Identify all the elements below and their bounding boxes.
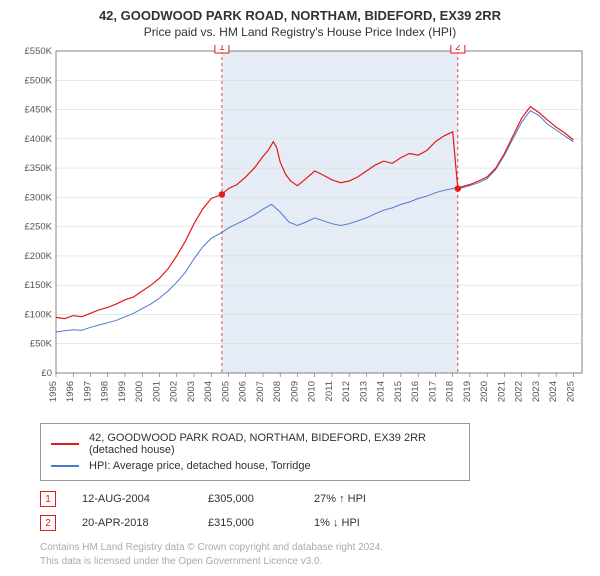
sale-date: 20-APR-2018 — [82, 517, 182, 529]
svg-text:£100K: £100K — [25, 309, 53, 320]
svg-text:2021: 2021 — [496, 381, 507, 402]
legend-label: 42, GOODWOOD PARK ROAD, NORTHAM, BIDEFOR… — [89, 432, 459, 456]
sale-date: 12-AUG-2004 — [82, 493, 182, 505]
legend-row: 42, GOODWOOD PARK ROAD, NORTHAM, BIDEFOR… — [51, 430, 459, 458]
svg-text:1996: 1996 — [65, 381, 76, 402]
header: 42, GOODWOOD PARK ROAD, NORTHAM, BIDEFOR… — [12, 8, 588, 39]
svg-text:2018: 2018 — [445, 381, 456, 402]
svg-text:1995: 1995 — [48, 381, 59, 402]
svg-text:2020: 2020 — [479, 381, 490, 402]
svg-text:£150K: £150K — [25, 280, 53, 291]
svg-text:2024: 2024 — [548, 381, 559, 402]
svg-text:2010: 2010 — [307, 381, 318, 402]
sale-row: 1 12-AUG-2004 £305,000 27% ↑ HPI — [40, 487, 588, 511]
legend-label: HPI: Average price, detached house, Torr… — [89, 460, 311, 472]
svg-text:2023: 2023 — [531, 381, 542, 402]
svg-text:£350K: £350K — [25, 163, 53, 174]
svg-text:2006: 2006 — [238, 381, 249, 402]
svg-text:2009: 2009 — [289, 381, 300, 402]
svg-text:2001: 2001 — [151, 381, 162, 402]
svg-text:2015: 2015 — [393, 381, 404, 402]
svg-text:2007: 2007 — [255, 381, 266, 402]
sale-diff: 1% ↓ HPI — [314, 517, 404, 529]
svg-text:2019: 2019 — [462, 381, 473, 402]
sale-badge: 2 — [40, 515, 56, 531]
sale-price: £315,000 — [208, 517, 288, 529]
legend-row: HPI: Average price, detached house, Torr… — [51, 458, 459, 474]
svg-text:£450K: £450K — [25, 105, 53, 116]
svg-text:2025: 2025 — [565, 381, 576, 402]
footnote-line2: This data is licensed under the Open Gov… — [40, 555, 588, 569]
svg-text:1: 1 — [219, 45, 225, 53]
svg-text:2022: 2022 — [514, 381, 525, 402]
svg-text:£500K: £500K — [25, 75, 53, 86]
svg-text:2005: 2005 — [220, 381, 231, 402]
svg-text:2: 2 — [455, 45, 461, 53]
legend-swatch — [51, 465, 79, 467]
svg-text:£550K: £550K — [25, 46, 53, 57]
svg-text:2004: 2004 — [203, 381, 214, 402]
legend-swatch — [51, 443, 79, 445]
svg-text:£250K: £250K — [25, 222, 53, 233]
svg-text:2017: 2017 — [427, 381, 438, 402]
svg-text:1997: 1997 — [82, 381, 93, 402]
svg-text:2003: 2003 — [186, 381, 197, 402]
svg-text:2002: 2002 — [169, 381, 180, 402]
sale-price: £305,000 — [208, 493, 288, 505]
svg-text:2016: 2016 — [410, 381, 421, 402]
footnote-line1: Contains HM Land Registry data © Crown c… — [40, 541, 588, 555]
svg-text:2008: 2008 — [272, 381, 283, 402]
sale-diff: 27% ↑ HPI — [314, 493, 404, 505]
price-chart: £0 £50K £100K £150K £200K £250K £300K £350K £400… — [12, 45, 588, 415]
svg-text:£200K: £200K — [25, 251, 53, 262]
svg-text:£300K: £300K — [25, 192, 53, 203]
svg-text:2011: 2011 — [324, 381, 335, 401]
svg-text:1999: 1999 — [117, 381, 128, 402]
svg-text:£400K: £400K — [25, 134, 53, 145]
legend: 42, GOODWOOD PARK ROAD, NORTHAM, BIDEFOR… — [40, 423, 470, 481]
svg-text:2014: 2014 — [376, 381, 387, 402]
sale-badge: 1 — [40, 491, 56, 507]
footnote: Contains HM Land Registry data © Crown c… — [40, 541, 588, 568]
sale-row: 2 20-APR-2018 £315,000 1% ↓ HPI — [40, 511, 588, 535]
svg-text:£0: £0 — [41, 368, 52, 379]
svg-text:2012: 2012 — [341, 381, 352, 402]
chart-svg: £0 £50K £100K £150K £200K £250K £300K £350K £400… — [12, 45, 588, 415]
page-subtitle: Price paid vs. HM Land Registry's House … — [12, 25, 588, 39]
page-title: 42, GOODWOOD PARK ROAD, NORTHAM, BIDEFOR… — [12, 8, 588, 23]
svg-text:1998: 1998 — [100, 381, 111, 402]
svg-text:2013: 2013 — [358, 381, 369, 402]
sales-table: 1 12-AUG-2004 £305,000 27% ↑ HPI 2 20-APR-201… — [40, 487, 588, 535]
svg-text:2000: 2000 — [134, 381, 145, 402]
svg-text:£50K: £50K — [30, 339, 53, 350]
